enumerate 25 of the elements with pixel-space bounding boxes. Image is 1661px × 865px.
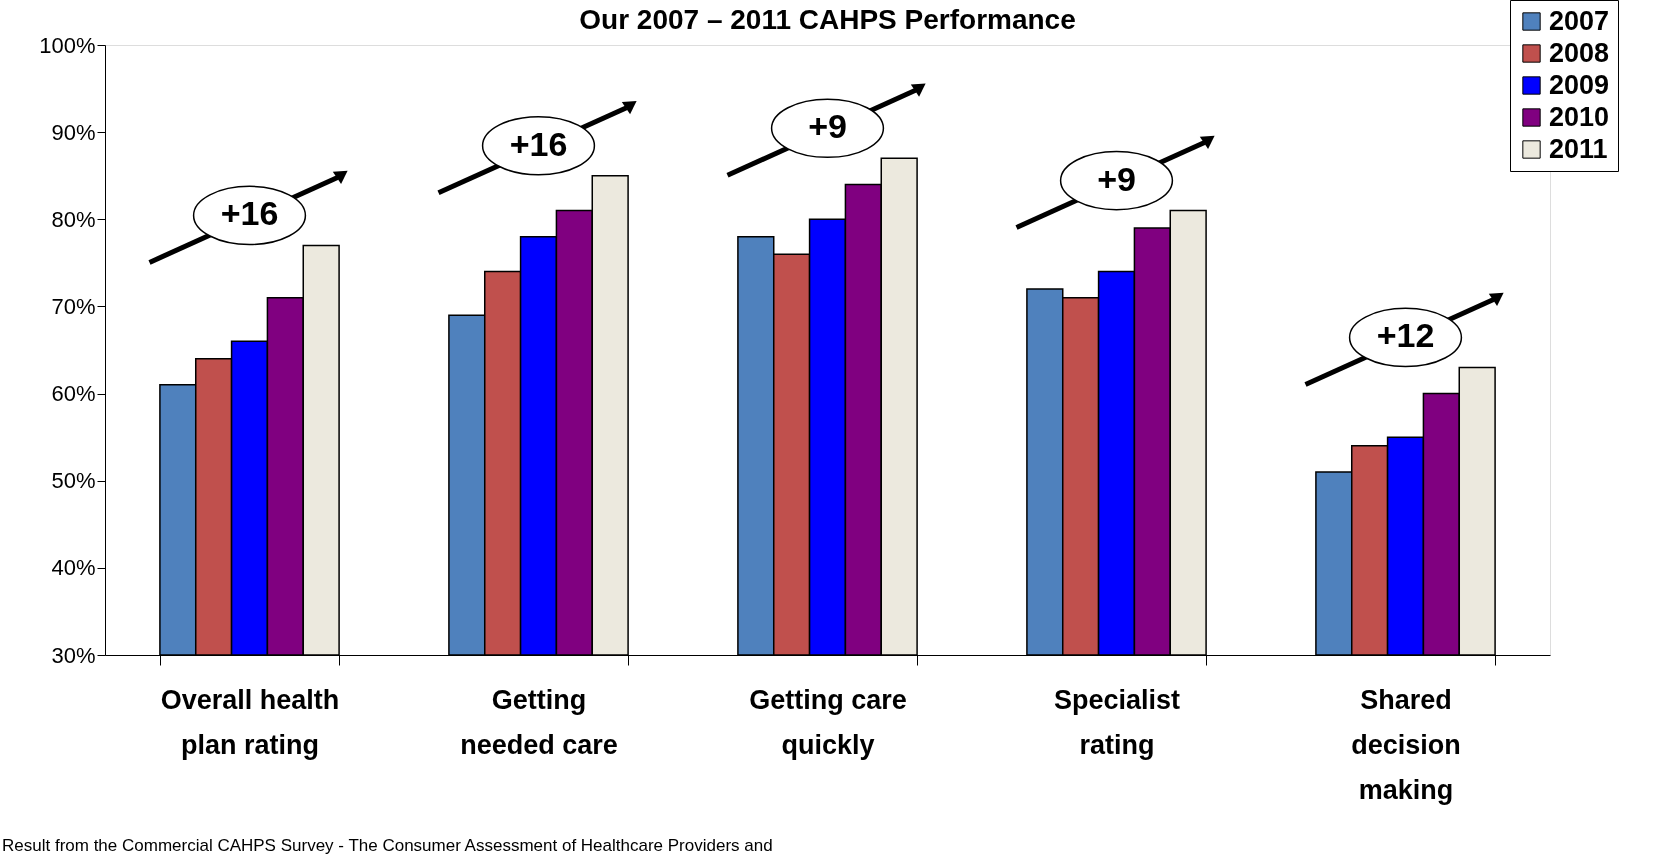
legend-label: 2010 — [1549, 101, 1610, 132]
annotation: +9 — [1097, 159, 1136, 198]
y-tick-label: 80% — [51, 206, 96, 232]
x-tick-label: Overall health plan rating — [160, 684, 340, 760]
legend-label: 2007 — [1549, 5, 1610, 36]
y-tick-label: 60% — [51, 381, 96, 407]
x-tick-label: Specialist rating — [1053, 684, 1181, 760]
y-tick-label: 50% — [51, 468, 96, 494]
legend-label: 2011 — [1549, 133, 1608, 164]
annotation: +12 — [1376, 316, 1435, 355]
y-tick-label: 40% — [51, 555, 96, 581]
x-tick-label: Getting care quickly — [749, 684, 907, 760]
y-tick-label: 30% — [51, 642, 96, 668]
y-tick-label: 90% — [51, 119, 96, 145]
annotation: +16 — [220, 194, 279, 233]
chart-title: Our 2007 – 2011 CAHPS Performance — [579, 4, 1076, 35]
x-tick-label: Shared decision making — [1351, 684, 1461, 805]
x-tick-label: Getting needed care — [460, 684, 618, 760]
legend-label: 2008 — [1549, 37, 1610, 68]
text: Result from the Commercial CAHPS Survey - The Consumer Assessment of Healthcare Providers and — [2, 836, 773, 855]
annotation: +16 — [509, 124, 568, 163]
y-tick-label: 70% — [51, 293, 96, 319]
annotation: +9 — [808, 107, 847, 146]
legend-label: 2009 — [1549, 69, 1610, 100]
y-tick-label: 100% — [39, 32, 96, 58]
